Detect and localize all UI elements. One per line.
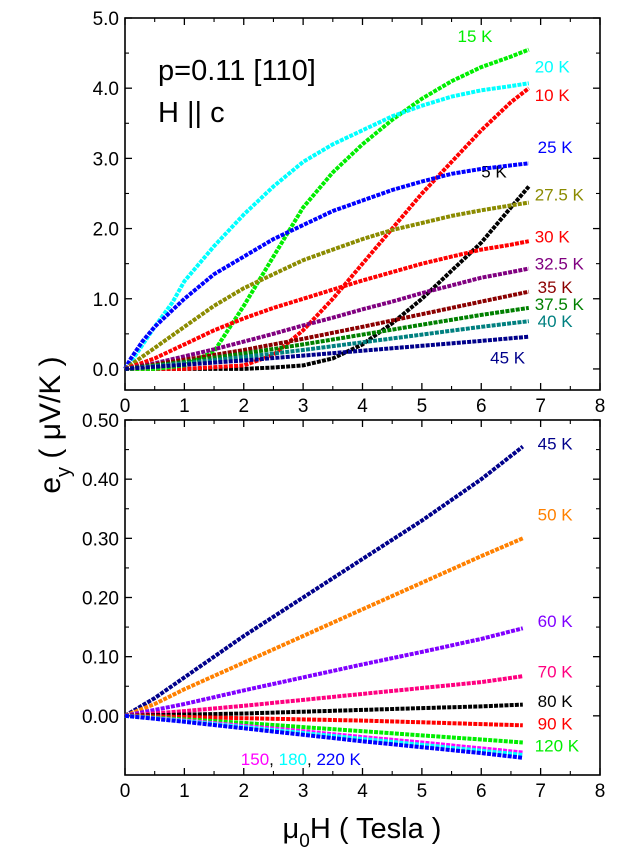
- top-series-label-30-k: 30 K: [535, 228, 571, 247]
- bottom-x-tick-label: 6: [476, 781, 487, 802]
- bottom-y-tick-label: 0.20: [82, 589, 119, 610]
- bottom-y-tick-label: 0.40: [82, 470, 119, 491]
- bottom-x-tick-label: 1: [179, 781, 190, 802]
- top-series-37-5-k: [124, 305, 530, 371]
- top-y-tick-label: 1.0: [93, 290, 119, 311]
- top-x-tick-label: 5: [417, 396, 428, 417]
- x-axis-label: μ0H ( Tesla ): [283, 813, 442, 852]
- bottom-y-tick-label: 0.00: [82, 707, 119, 728]
- top-series-27-5-k: [123, 200, 530, 371]
- bottom-series-label-80-k: 80 K: [538, 692, 574, 711]
- bottom-x-tick-label: 0: [120, 781, 131, 802]
- top-series-label-32-5-k: 32.5 K: [535, 254, 585, 273]
- bottom-x-tick-label: 2: [238, 781, 249, 802]
- annotation-sample: p=0.11 [110]: [158, 55, 316, 87]
- top-y-tick-label: 5.0: [93, 9, 119, 30]
- bottom-series-80-k: [124, 702, 523, 718]
- top-series-label-20-k: 20 K: [535, 58, 571, 77]
- top-series-label-37-5-k: 37.5 K: [535, 295, 585, 314]
- top-series-10-k: [125, 86, 531, 371]
- inline-label-part-3: ,: [307, 750, 316, 769]
- top-series-32-5-k: [124, 266, 530, 371]
- top-series-5-k: [125, 185, 531, 371]
- bottom-y-tick-label: 0.10: [82, 648, 119, 669]
- top-series-label-10-k: 10 K: [535, 86, 571, 105]
- annotation-field: H || c: [158, 97, 225, 129]
- inline-label-part-4: 220 K: [316, 750, 361, 769]
- bottom-x-tick-label: 4: [357, 781, 368, 802]
- inline-label-part-0: 150: [241, 750, 269, 769]
- top-x-tick-label: 4: [357, 396, 368, 417]
- bottom-x-tick-label: 8: [595, 781, 606, 802]
- top-series-label-45-k: 45 K: [490, 348, 526, 367]
- top-series-label-35-k: 35 K: [538, 278, 574, 297]
- top-x-tick-label: 6: [476, 396, 487, 417]
- bottom-series-label-120-k: 120 K: [535, 736, 580, 755]
- top-x-tick-label: 0: [120, 396, 131, 417]
- top-x-tick-label: 8: [595, 396, 606, 417]
- bottom-series-label-45-k: 45 K: [538, 435, 574, 454]
- top-series-35-k: [124, 289, 530, 371]
- top-series-45-k: [124, 334, 529, 371]
- top-series-label-40-k: 40 K: [538, 312, 574, 331]
- bottom-series-50-k: [124, 536, 524, 718]
- top-x-tick-label: 7: [535, 396, 546, 417]
- inline-label-part-1: ,: [269, 750, 278, 769]
- bottom-series-70-k: [124, 674, 524, 718]
- bottom-series-90-k: [124, 713, 523, 728]
- bottom-x-tick-label: 3: [298, 781, 309, 802]
- bottom-series-label-50-k: 50 K: [538, 506, 574, 525]
- top-panel: 0 1 2 3 4 5 6 7 80.01.02.03.04.05.05 K10 K15 K20…: [93, 9, 606, 417]
- bottom-series-60-k: [124, 626, 524, 718]
- bottom-series-label-90-k: 90 K: [538, 714, 574, 733]
- bottom-y-tick-label: 0.50: [82, 411, 119, 432]
- bottom-series-label-70-k: 70 K: [538, 662, 574, 681]
- bottom-y-tick-label: 0.30: [82, 529, 119, 550]
- top-y-tick-label: 3.0: [93, 149, 119, 170]
- top-series-label-25-k: 25 K: [538, 138, 574, 157]
- series-label-150-180-220k: 150, 180, 220 K: [241, 750, 362, 769]
- top-x-tick-label: 3: [298, 396, 309, 417]
- bottom-series-45-k: [123, 445, 525, 718]
- top-series-label-27-5-k: 27.5 K: [535, 185, 585, 204]
- bottom-x-tick-label: 7: [535, 781, 546, 802]
- top-series-25-k: [123, 161, 530, 370]
- bottom-series-220-k: [124, 713, 524, 760]
- top-y-tick-label: 2.0: [93, 220, 119, 241]
- top-x-tick-label: 2: [238, 396, 249, 417]
- top-y-tick-label: 0.0: [93, 360, 119, 381]
- top-series-30-k: [124, 239, 530, 371]
- bottom-x-tick-label: 5: [417, 781, 428, 802]
- top-x-tick-label: 1: [179, 396, 190, 417]
- inline-label-part-2: 180: [279, 750, 307, 769]
- top-series-label-15-k: 15 K: [458, 27, 494, 46]
- y-axis-label: ey ( μV/K ): [34, 356, 75, 493]
- bottom-panel: 0 1 2 3 4 5 6 7 8 0.00 0.10 0.20 0.30 0.40 0.50 45 K 50 …: [82, 411, 605, 802]
- bottom-series-label-60-k: 60 K: [538, 612, 574, 631]
- top-y-tick-label: 4.0: [93, 79, 119, 100]
